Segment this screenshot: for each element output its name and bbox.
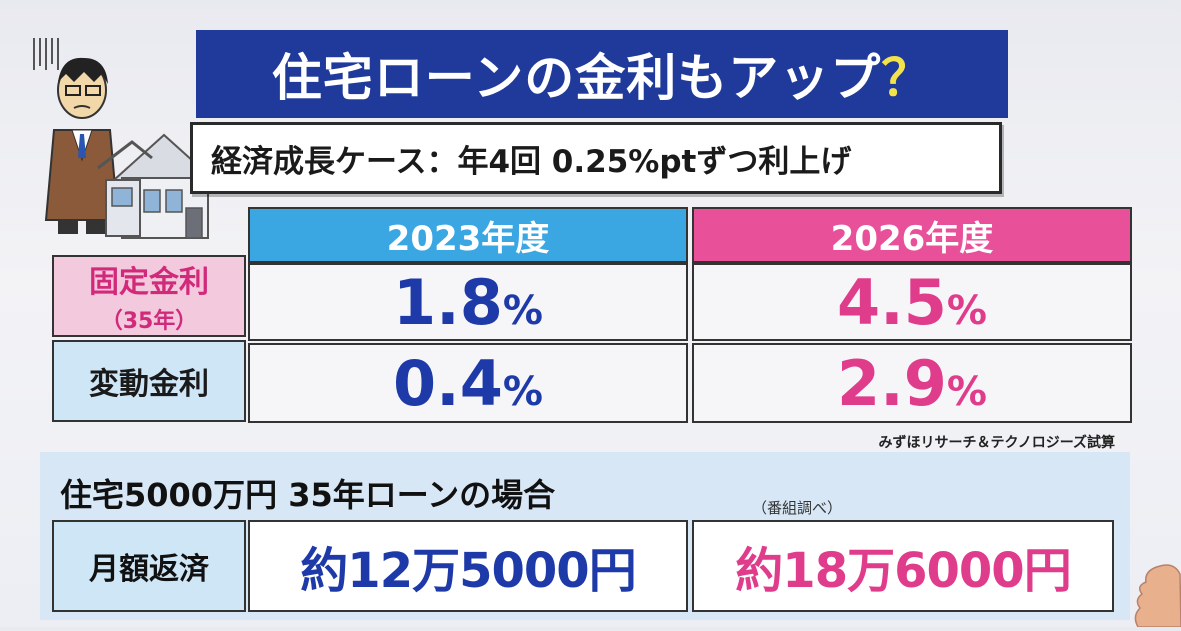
scenario-box: 経済成長ケース：年4回 0.25%ptずつ利上げ — [190, 122, 1002, 194]
variable-2023-number: 0.4 — [393, 346, 503, 420]
house-icon — [97, 133, 217, 239]
payment-2023-value: 約12万5000円 — [300, 543, 636, 599]
scenario-text: 経済成長ケース：年4回 0.25%ptずつ利上げ — [211, 143, 852, 180]
fixed-rate-term: （35年） — [100, 309, 198, 334]
variable-2026-value: 2.9% — [837, 347, 987, 420]
header-2023: 2023年度 — [248, 207, 688, 263]
fixed-2026-cell: 4.5% — [692, 263, 1132, 341]
percent-sign: % — [502, 287, 543, 334]
source-credit: みずほリサーチ＆テクノロジーズ試算 — [878, 435, 1115, 451]
percent-sign: % — [946, 287, 987, 334]
monthly-payment-label: 月額返済 — [52, 520, 246, 612]
title-question-mark: ？ — [881, 49, 933, 107]
payment-2023-cell: 約12万5000円 — [248, 520, 688, 612]
fixed-2023-value: 1.8% — [393, 266, 543, 339]
gloom-lines-icon — [33, 38, 59, 70]
illustration-man-house — [14, 30, 224, 240]
variable-2023-cell: 0.4% — [248, 343, 688, 423]
payment-2026-value: 約18万6000円 — [735, 543, 1071, 599]
fixed-2023-number: 1.8 — [393, 265, 503, 339]
payment-2026-cell: 約18万6000円 — [692, 520, 1114, 612]
hand-icon — [1130, 560, 1181, 628]
percent-sign: % — [502, 368, 543, 415]
page-title: 住宅ローンの金利もアップ？ — [272, 38, 933, 110]
row-label-fixed-rate: 固定金利 （35年） — [52, 255, 246, 337]
fixed-2026-number: 4.5 — [837, 265, 947, 339]
loan-case-text: 住宅5000万円 35年ローンの場合 — [60, 476, 556, 514]
title-banner: 住宅ローンの金利もアップ？ — [196, 30, 1008, 118]
title-main: 住宅ローンの金利もアップ — [271, 49, 882, 107]
percent-sign: % — [946, 368, 987, 415]
variable-rate-label: 変動金利 — [89, 367, 209, 402]
header-2026: 2026年度 — [692, 207, 1132, 263]
fixed-rate-label: 固定金利 — [89, 265, 209, 300]
variable-2023-value: 0.4% — [393, 347, 543, 420]
variable-2026-number: 2.9 — [837, 346, 947, 420]
fixed-2026-value: 4.5% — [837, 266, 987, 339]
businessman-icon — [44, 57, 120, 234]
loan-case-note: （番組調べ） — [752, 499, 843, 517]
fixed-2023-cell: 1.8% — [248, 263, 688, 341]
variable-2026-cell: 2.9% — [692, 343, 1132, 423]
row-label-variable-rate: 変動金利 — [52, 340, 246, 422]
